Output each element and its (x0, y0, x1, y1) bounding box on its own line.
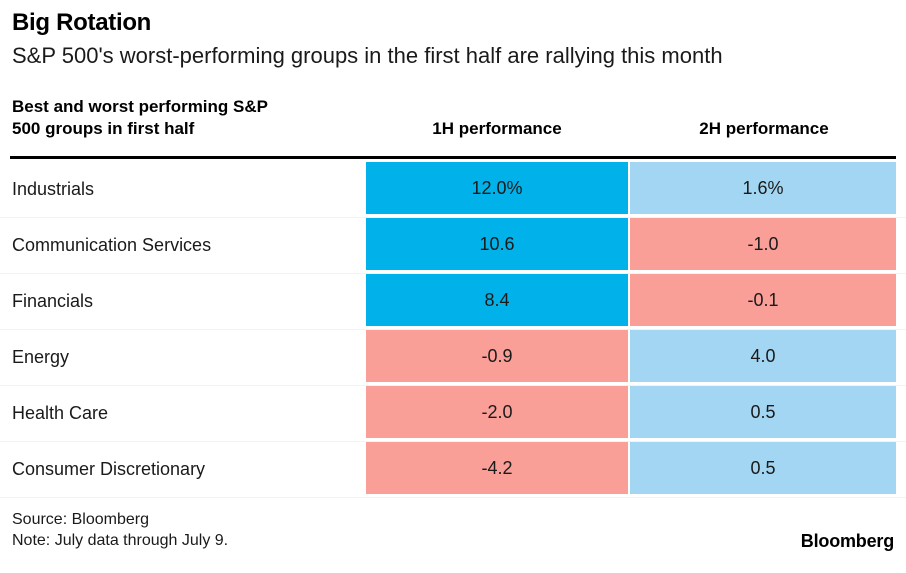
table-row: Energy -0.9 4.0 (0, 330, 906, 387)
table-body: Industrials 12.0% 1.6% Communication Ser… (0, 162, 906, 499)
table-row: Industrials 12.0% 1.6% (0, 162, 906, 219)
footer: Source: Bloomberg Note: July data throug… (12, 510, 894, 552)
cell-1h: 8.4 (366, 274, 628, 327)
row-label: Consumer Discretionary (12, 459, 206, 480)
cell-1h: 10.6 (366, 218, 628, 271)
cell-2h: -0.1 (630, 274, 896, 327)
column-header-2h: 2H performance (699, 119, 829, 139)
row-group-header-line1: Best and worst performing S&P (12, 96, 268, 116)
note-text: Note: July data through July 9. (12, 532, 229, 550)
table-row: Health Care -2.0 0.5 (0, 386, 906, 443)
source-note: Source: Bloomberg Note: July data throug… (12, 510, 228, 552)
table-row: Financials 8.4 -0.1 (0, 274, 906, 331)
row-label: Industrials (12, 179, 95, 200)
page-title: Big Rotation (12, 9, 152, 36)
cell-2h: 0.5 (630, 442, 896, 495)
cell-2h: 0.5 (630, 386, 896, 439)
table-row: Communication Services 10.6 -1.0 (0, 218, 906, 275)
row-label: Communication Services (12, 235, 212, 256)
header-rule (10, 156, 896, 160)
table-header: Best and worst performing S&P 500 groups… (0, 96, 906, 142)
row-label: Energy (12, 347, 70, 368)
row-group-header-line2: 500 groups in first half (12, 119, 195, 139)
source-text: Source: Bloomberg (12, 511, 149, 529)
row-group-header: Best and worst performing S&P 500 groups… (0, 96, 366, 142)
page-subtitle: S&P 500's worst-performing groups in the… (12, 43, 723, 68)
cell-2h: 1.6% (630, 162, 896, 215)
column-header-1h: 1H performance (432, 119, 562, 139)
row-label: Health Care (12, 403, 109, 424)
bloomberg-logo: Bloomberg (800, 530, 894, 551)
row-label: Financials (12, 291, 94, 312)
cell-2h: -1.0 (630, 218, 896, 271)
cell-1h: -2.0 (366, 386, 628, 439)
cell-1h: -4.2 (366, 442, 628, 495)
table-row: Consumer Discretionary -4.2 0.5 (0, 442, 906, 499)
cell-1h: 12.0% (366, 162, 628, 215)
cell-2h: 4.0 (630, 330, 896, 383)
cell-1h: -0.9 (366, 330, 628, 383)
